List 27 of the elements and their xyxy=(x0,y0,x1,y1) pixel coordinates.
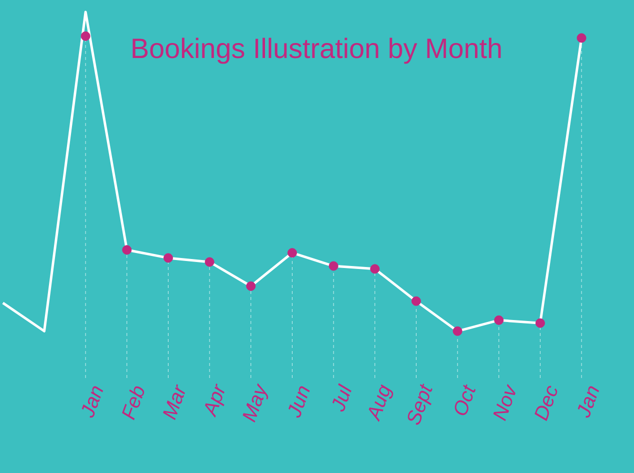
point xyxy=(411,296,421,306)
point xyxy=(246,281,256,291)
x-tick-label: Dec xyxy=(534,386,558,422)
x-tick-label: May xyxy=(242,383,268,423)
x-tick-label: Jan xyxy=(578,386,600,418)
point xyxy=(80,31,90,41)
text: Bookings Illustration by Month xyxy=(132,38,501,64)
point xyxy=(204,257,214,267)
x-tick-label: Jul xyxy=(332,383,352,412)
x-tick-label: Nov xyxy=(493,384,516,422)
point xyxy=(452,326,462,336)
x-tick-label: Feb xyxy=(122,386,144,420)
point xyxy=(122,245,132,255)
x-tick-label: Apr xyxy=(205,383,224,418)
point xyxy=(370,264,380,274)
x-tick-label: Jan xyxy=(82,386,104,418)
x-tick-label: Mar xyxy=(163,384,185,420)
x-tick-label: Jun xyxy=(288,386,310,418)
point xyxy=(494,315,504,325)
point xyxy=(163,253,173,263)
x-tick-label: Oct xyxy=(454,384,476,416)
point xyxy=(328,261,338,271)
x-tick-label: Sept xyxy=(408,384,432,425)
point xyxy=(535,318,545,328)
x-tick-label: Aug xyxy=(368,384,394,422)
point xyxy=(576,33,586,43)
point xyxy=(287,248,297,258)
